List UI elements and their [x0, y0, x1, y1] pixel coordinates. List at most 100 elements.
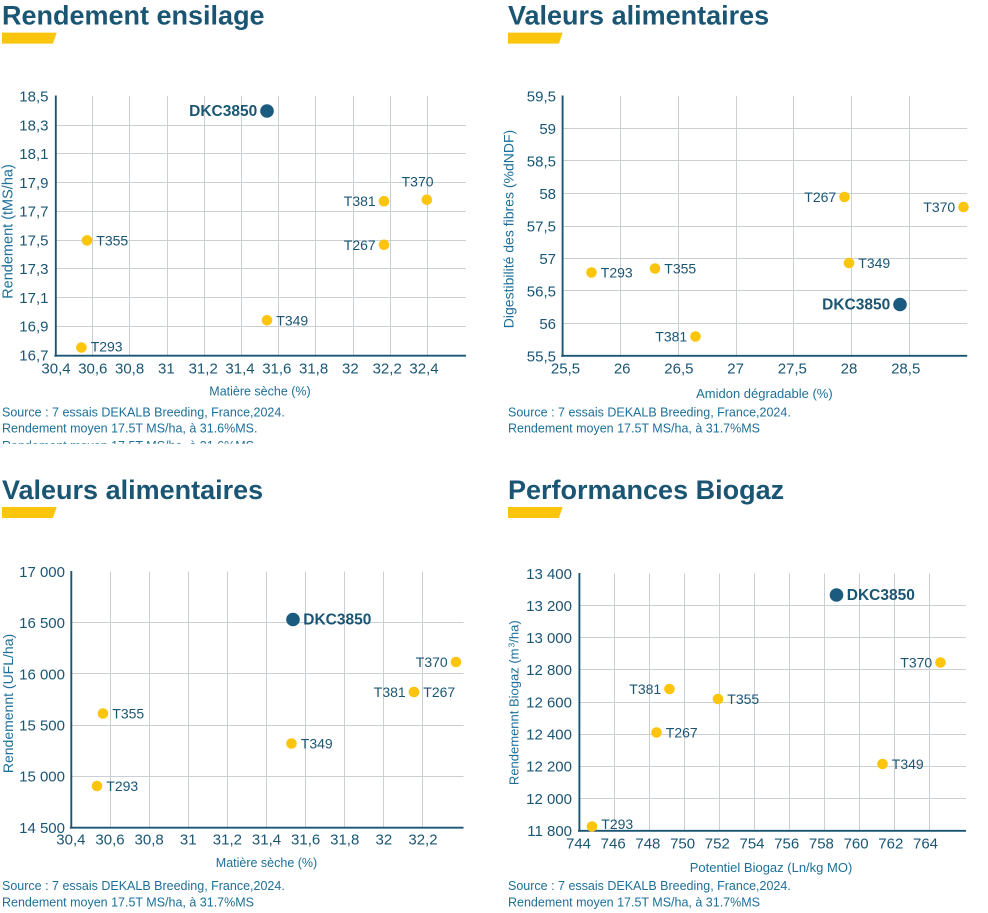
svg-text:58,5: 58,5	[527, 153, 556, 170]
svg-text:752: 752	[705, 835, 730, 852]
svg-text:26: 26	[614, 360, 631, 377]
svg-text:16,7: 16,7	[19, 347, 48, 364]
svg-text:26,5: 26,5	[664, 360, 693, 377]
svg-text:31,2: 31,2	[189, 360, 218, 377]
svg-text:Valeurs alimentaires: Valeurs alimentaires	[2, 475, 263, 505]
svg-text:T349: T349	[276, 312, 308, 328]
svg-text:760: 760	[844, 835, 869, 852]
svg-text:Rendemennt Biogaz (m3/ha): Rendemennt Biogaz (m3/ha)	[506, 620, 521, 785]
svg-text:15 000: 15 000	[19, 769, 65, 786]
svg-text:Valeurs alimentaires: Valeurs alimentaires	[508, 1, 769, 31]
svg-text:T381: T381	[374, 684, 406, 700]
svg-text:30,4: 30,4	[56, 832, 85, 849]
svg-text:30,8: 30,8	[135, 832, 164, 849]
svg-text:748: 748	[635, 835, 660, 852]
svg-text:Rendement ensilage: Rendement ensilage	[2, 1, 265, 31]
svg-text:13 000: 13 000	[526, 630, 572, 647]
svg-text:31,6: 31,6	[291, 832, 320, 849]
svg-text:Matière sèche (%): Matière sèche (%)	[209, 385, 310, 399]
svg-text:Rendement moyen 17.5T MS/ha, à: Rendement moyen 17.5T MS/ha, à 31.7%MS	[508, 422, 760, 436]
svg-text:57,5: 57,5	[527, 218, 556, 235]
svg-text:T349: T349	[858, 255, 890, 271]
svg-text:Rendement (tMS/ha): Rendement (tMS/ha)	[1, 164, 17, 299]
svg-text:31,2: 31,2	[213, 832, 242, 849]
svg-text:58: 58	[539, 186, 556, 203]
svg-text:32: 32	[376, 832, 393, 849]
svg-text:DKC3850: DKC3850	[303, 612, 371, 629]
svg-text:15 500: 15 500	[19, 717, 65, 734]
svg-text:27,5: 27,5	[778, 360, 807, 377]
svg-text:32,4: 32,4	[409, 360, 438, 377]
svg-text:Performances Biogaz: Performances Biogaz	[508, 475, 784, 505]
svg-text:T381: T381	[344, 193, 376, 209]
svg-text:28,5: 28,5	[891, 360, 920, 377]
svg-text:27: 27	[727, 360, 744, 377]
svg-text:17,9: 17,9	[19, 175, 48, 192]
svg-text:Rendement moyen 17.5T MS/ha, à: Rendement moyen 17.5T MS/ha, à 31.6%MS.	[2, 422, 257, 436]
svg-text:12 800: 12 800	[526, 662, 572, 679]
svg-text:17,1: 17,1	[19, 290, 48, 307]
svg-text:T355: T355	[96, 232, 128, 248]
svg-text:756: 756	[774, 835, 799, 852]
svg-text:30,8: 30,8	[115, 360, 144, 377]
svg-text:T355: T355	[727, 691, 759, 707]
svg-text:764: 764	[913, 835, 938, 852]
svg-text:Matière sèche (%): Matière sèche (%)	[216, 856, 317, 870]
svg-text:T370: T370	[416, 654, 448, 670]
svg-text:12 200: 12 200	[526, 759, 572, 776]
svg-text:11 800: 11 800	[527, 823, 572, 840]
svg-text:13 200: 13 200	[526, 598, 572, 615]
svg-text:Rendement moyen 17.5T MS/ha, à: Rendement moyen 17.5T MS/ha, à 31.7%MS	[508, 895, 760, 909]
svg-text:31,8: 31,8	[299, 360, 328, 377]
svg-text:T381: T381	[629, 681, 661, 697]
svg-text:DKC3850: DKC3850	[189, 103, 257, 120]
svg-text:Rendement moyen 17.5T MS/ha, à: Rendement moyen 17.5T MS/ha, à 31.7%MS	[2, 895, 254, 909]
svg-text:30,4: 30,4	[41, 360, 70, 377]
svg-text:57: 57	[539, 251, 556, 268]
svg-text:T370: T370	[402, 173, 434, 189]
svg-text:T293: T293	[601, 816, 633, 832]
svg-text:Amidon dégradable (%): Amidon dégradable (%)	[696, 386, 833, 401]
svg-text:31,4: 31,4	[252, 832, 281, 849]
svg-text:T267: T267	[666, 725, 698, 741]
svg-text:Digestibilité des fibres (%dND: Digestibilité des fibres (%dNDF)	[501, 130, 517, 328]
svg-text:18,3: 18,3	[19, 117, 48, 134]
svg-text:56: 56	[539, 316, 556, 333]
svg-text:17,7: 17,7	[19, 204, 48, 221]
svg-text:T370: T370	[900, 655, 932, 671]
svg-text:746: 746	[601, 835, 626, 852]
svg-text:32: 32	[342, 360, 359, 377]
svg-text:17,3: 17,3	[19, 261, 48, 278]
svg-text:744: 744	[566, 835, 591, 852]
svg-text:17,5: 17,5	[19, 232, 48, 249]
svg-text:59: 59	[539, 121, 556, 138]
svg-text:DKC3850: DKC3850	[847, 587, 915, 604]
svg-text:Source : 7 essais DEKALB Breed: Source : 7 essais DEKALB Breeding, Franc…	[508, 879, 791, 893]
svg-text:25,5: 25,5	[551, 360, 580, 377]
svg-text:T370: T370	[923, 199, 955, 215]
svg-text:18,1: 18,1	[19, 146, 48, 163]
svg-text:Rendemennt (UFL/ha): Rendemennt (UFL/ha)	[0, 634, 16, 773]
svg-text:16,9: 16,9	[19, 319, 48, 336]
svg-text:30,6: 30,6	[95, 832, 124, 849]
svg-text:T381: T381	[655, 329, 687, 345]
svg-text:T293: T293	[601, 265, 633, 281]
svg-text:Source : 7 essais DEKALB Breed: Source : 7 essais DEKALB Breeding, Franc…	[2, 879, 285, 893]
svg-text:Source : 7 essais DEKALB Breed: Source : 7 essais DEKALB Breeding, Franc…	[2, 405, 285, 419]
svg-text:T267: T267	[804, 189, 836, 205]
svg-text:T267: T267	[423, 684, 455, 700]
svg-text:T349: T349	[892, 756, 924, 772]
svg-text:T355: T355	[112, 706, 144, 722]
svg-text:18,5: 18,5	[19, 89, 48, 106]
svg-text:T293: T293	[91, 339, 123, 355]
svg-text:12 400: 12 400	[526, 726, 572, 743]
svg-text:T355: T355	[664, 261, 696, 277]
svg-text:750: 750	[670, 835, 695, 852]
svg-text:T293: T293	[106, 778, 138, 794]
svg-text:32,2: 32,2	[408, 832, 437, 849]
svg-text:758: 758	[809, 835, 834, 852]
svg-text:T349: T349	[301, 736, 333, 752]
svg-text:32,2: 32,2	[373, 360, 402, 377]
svg-text:28: 28	[841, 360, 858, 377]
svg-text:31: 31	[180, 832, 197, 849]
